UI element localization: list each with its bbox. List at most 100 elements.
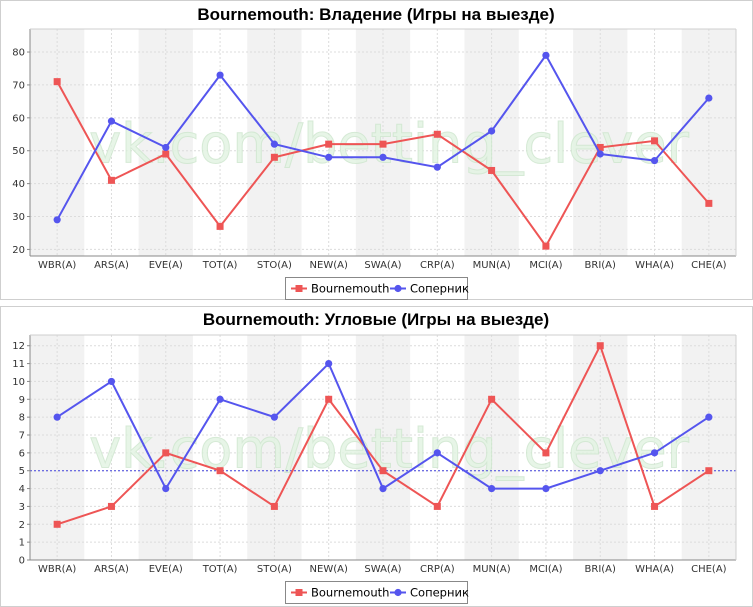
legend-swatch-marker bbox=[295, 285, 303, 292]
x-tick-label: SWA(A) bbox=[364, 564, 401, 575]
x-tick-label: BRI(A) bbox=[585, 564, 617, 575]
data-point bbox=[596, 150, 604, 158]
chart-1: Bournemouth: Владение (Игры на выезде) 20… bbox=[0, 0, 753, 300]
data-point bbox=[705, 413, 713, 421]
x-tick-label: MCI(A) bbox=[529, 564, 562, 575]
legend-label: Bournemouth bbox=[311, 586, 389, 600]
legend-label: Соперник bbox=[410, 282, 469, 296]
y-tick-label: 11 bbox=[12, 359, 25, 370]
y-tick-label: 12 bbox=[12, 341, 25, 352]
legend: Bournemouth Соперник bbox=[285, 277, 469, 300]
data-point bbox=[107, 176, 115, 184]
x-tick-label: BRI(A) bbox=[585, 260, 617, 271]
data-point bbox=[488, 395, 496, 403]
x-tick-label: ARS(A) bbox=[94, 564, 129, 575]
x-tick-label: WHA(A) bbox=[635, 564, 674, 575]
legend: Bournemouth Соперник bbox=[285, 581, 469, 604]
data-point bbox=[651, 137, 659, 145]
data-point bbox=[53, 520, 61, 528]
x-tick-label: CRP(A) bbox=[420, 564, 455, 575]
x-tick-label: SWA(A) bbox=[364, 260, 401, 271]
data-point bbox=[542, 242, 550, 250]
data-point bbox=[488, 484, 496, 493]
legend-swatch-marker bbox=[394, 588, 402, 597]
data-point bbox=[379, 484, 387, 493]
data-point bbox=[705, 94, 713, 102]
data-point bbox=[270, 140, 278, 148]
y-tick-label: 1 bbox=[19, 538, 25, 549]
y-tick-label: 4 bbox=[19, 484, 25, 495]
data-point bbox=[596, 143, 604, 151]
y-tick-label: 10 bbox=[12, 377, 25, 388]
chart-title: Bournemouth: Владение (Игры на выезде) bbox=[197, 5, 554, 24]
data-point bbox=[325, 153, 333, 161]
data-point bbox=[162, 449, 170, 457]
data-point bbox=[705, 467, 713, 475]
y-tick-label: 5 bbox=[19, 466, 25, 477]
data-point bbox=[379, 153, 387, 161]
series-opponent bbox=[53, 51, 713, 224]
data-point bbox=[107, 377, 116, 386]
data-point bbox=[270, 413, 278, 421]
x-tick-label: EVE(A) bbox=[149, 260, 183, 271]
y-tick-label: 8 bbox=[19, 413, 25, 424]
data-point bbox=[542, 51, 550, 59]
x-tick-label: TOT(A) bbox=[202, 260, 238, 271]
data-point bbox=[488, 127, 496, 135]
data-point bbox=[433, 502, 441, 510]
y-tick-label: 60 bbox=[12, 113, 25, 124]
y-tick-label: 40 bbox=[12, 179, 25, 190]
data-point bbox=[596, 342, 604, 350]
data-point bbox=[488, 166, 496, 174]
y-tick-label: 50 bbox=[12, 146, 25, 157]
series-opponent bbox=[53, 359, 713, 493]
legend-label: Bournemouth bbox=[311, 282, 389, 296]
data-point bbox=[162, 150, 170, 158]
data-point bbox=[542, 484, 550, 493]
x-tick-label: CHE(A) bbox=[691, 564, 727, 575]
watermark-text: vk.com/betting_clever bbox=[89, 418, 689, 481]
chart-title: Bournemouth: Угловые (Игры на выезде) bbox=[203, 310, 549, 329]
series-bournemouth bbox=[53, 342, 713, 528]
x-tick-label: MUN(A) bbox=[473, 260, 511, 271]
data-point bbox=[542, 449, 550, 457]
legend-swatch-marker bbox=[295, 589, 303, 596]
y-tick-label: 7 bbox=[19, 431, 25, 442]
x-tick-label: ARS(A) bbox=[94, 260, 129, 271]
chart-2: Bournemouth: Угловые (Игры на выезде)012… bbox=[0, 306, 753, 607]
data-point bbox=[325, 395, 333, 403]
x-tick-label: NEW(A) bbox=[310, 564, 348, 575]
y-tick-label: 9 bbox=[19, 395, 25, 406]
data-point bbox=[216, 467, 224, 475]
data-point bbox=[650, 156, 659, 165]
data-point bbox=[270, 153, 278, 161]
y-tick-label: 80 bbox=[12, 48, 25, 59]
data-point bbox=[379, 467, 387, 475]
data-point bbox=[53, 216, 61, 224]
legend-label: Соперник bbox=[410, 586, 469, 600]
data-point bbox=[107, 502, 115, 510]
data-point bbox=[651, 502, 659, 510]
y-tick-label: 3 bbox=[19, 502, 25, 513]
x-tick-label: WBR(A) bbox=[38, 564, 76, 575]
data-point bbox=[705, 199, 713, 207]
y-tick-label: 0 bbox=[19, 556, 25, 567]
data-point bbox=[216, 222, 224, 230]
x-tick-label: WBR(A) bbox=[38, 260, 76, 271]
data-point bbox=[650, 449, 659, 457]
series-bournemouth bbox=[53, 78, 713, 250]
x-tick-label: STO(A) bbox=[257, 564, 292, 575]
data-point bbox=[596, 467, 604, 475]
x-tick-label: NEW(A) bbox=[310, 260, 348, 271]
data-point bbox=[325, 140, 333, 148]
x-tick-label: CHE(A) bbox=[691, 260, 727, 271]
y-tick-label: 30 bbox=[12, 212, 25, 223]
y-tick-label: 2 bbox=[19, 520, 25, 531]
data-point bbox=[379, 140, 387, 148]
x-tick-label: CRP(A) bbox=[420, 260, 455, 271]
legend-box bbox=[285, 581, 468, 604]
x-tick-label: WHA(A) bbox=[635, 260, 674, 271]
data-point bbox=[216, 71, 224, 79]
data-point bbox=[53, 78, 61, 86]
